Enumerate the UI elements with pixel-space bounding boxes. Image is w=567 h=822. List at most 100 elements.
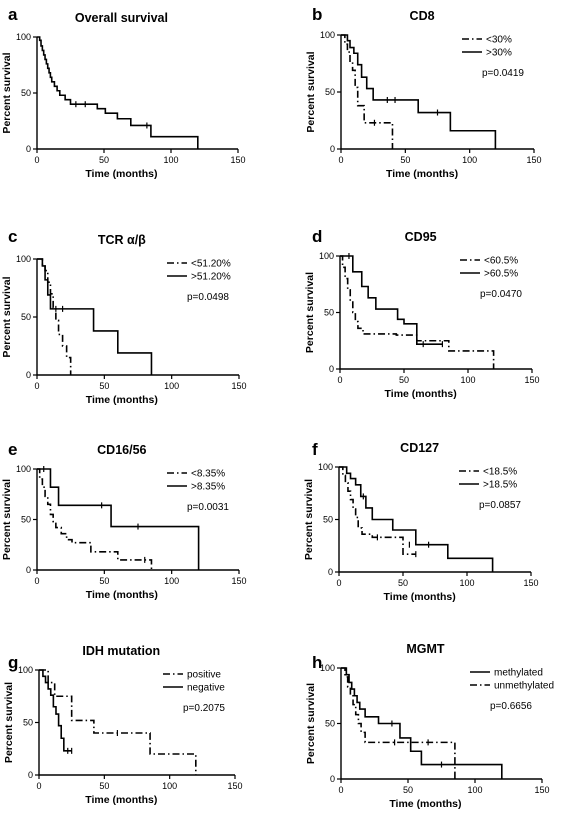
y-axis-label: Percent survival (304, 272, 316, 353)
p-value: p=0.0498 (187, 292, 229, 303)
x-tick-label: 150 (523, 578, 538, 588)
x-tick-label: 100 (164, 381, 179, 391)
x-axis-label: Time (months) (385, 388, 457, 400)
y-tick-label: 0 (330, 774, 335, 784)
x-tick-label: 0 (34, 576, 39, 586)
panel-letter: e (8, 440, 17, 459)
axes (36, 37, 238, 150)
x-tick-label: 150 (231, 576, 246, 586)
x-tick-label: 100 (162, 781, 177, 791)
x-tick-label: 0 (34, 381, 39, 391)
chart-title: TCR α/β (98, 233, 146, 247)
panel-letter: h (312, 653, 322, 672)
x-tick-label: 150 (534, 785, 549, 795)
legend-label: >60.5% (484, 269, 518, 280)
chart-title: Overall survival (75, 11, 168, 25)
survival-curve-1 (341, 667, 456, 779)
y-tick-label: 100 (18, 665, 33, 675)
legend-label: <8.35% (191, 469, 225, 480)
p-value: p=0.6656 (490, 701, 532, 712)
p-value: p=0.0419 (482, 68, 524, 79)
legend-label: >18.5% (483, 480, 517, 491)
chart-title: CD8 (410, 9, 435, 23)
chart-title: MGMT (406, 642, 445, 656)
survival-curve-1 (341, 34, 497, 149)
y-tick-label: 100 (16, 254, 31, 264)
x-tick-label: 100 (164, 576, 179, 586)
panel-letter: d (312, 227, 322, 246)
x-tick-label: 100 (467, 785, 482, 795)
y-tick-label: 100 (318, 462, 333, 472)
y-tick-label: 100 (320, 30, 335, 40)
y-axis-label: Percent survival (305, 51, 317, 132)
survival-curve-1 (37, 258, 153, 375)
x-tick-label: 0 (34, 155, 39, 165)
panel-h: h MGMT 0 50 100 150 0 50 100 Time (months) Percent… (305, 642, 554, 810)
p-value: p=0.2075 (183, 703, 225, 714)
panel-b: b CD8 0 50 100 150 0 50 100 Time (months) Percent … (305, 5, 542, 180)
panel-letter: b (312, 5, 322, 24)
x-tick-label: 100 (462, 155, 477, 165)
y-tick-label: 0 (26, 565, 31, 575)
y-tick-label: 0 (328, 567, 333, 577)
x-tick-label: 50 (99, 576, 109, 586)
x-axis-label: Time (months) (85, 794, 157, 806)
y-axis-label: Percent survival (1, 52, 13, 133)
survival-curve-1 (339, 466, 494, 572)
y-axis-label: Percent survival (305, 683, 317, 764)
survival-curve-1 (39, 669, 72, 752)
y-tick-label: 50 (23, 718, 33, 728)
legend-label: <60.5% (484, 256, 518, 267)
x-axis-label: Time (months) (389, 798, 461, 810)
survival-curve-1 (37, 468, 200, 570)
y-axis-label: Percent survival (1, 276, 13, 357)
x-tick-label: 150 (230, 155, 245, 165)
chart-title: CD95 (405, 230, 437, 244)
chart-title: CD127 (400, 441, 439, 455)
panel-c: c TCR α/β 0 50 100 150 0 50 100 Time (months) Perc… (1, 227, 247, 406)
survival-curve-0 (39, 669, 197, 775)
panel-letter: a (8, 5, 18, 24)
x-tick-label: 100 (460, 375, 475, 385)
y-axis-label: Percent survival (3, 682, 15, 763)
y-tick-label: 50 (21, 515, 31, 525)
x-tick-label: 50 (99, 381, 109, 391)
panel-letter: g (8, 653, 18, 672)
y-tick-label: 50 (323, 515, 333, 525)
y-axis-label: Percent survival (303, 479, 315, 560)
survival-curve-0 (37, 258, 72, 375)
x-tick-label: 50 (399, 375, 409, 385)
p-value: p=0.0031 (187, 502, 229, 513)
y-tick-label: 100 (16, 32, 31, 42)
y-tick-label: 0 (329, 364, 334, 374)
panel-letter: c (8, 227, 17, 246)
x-tick-label: 0 (337, 375, 342, 385)
survival-curve-0 (37, 36, 199, 149)
panel-e: e CD16/56 0 50 100 150 0 50 100 Time (months) Perc… (1, 440, 247, 601)
x-tick-label: 50 (398, 578, 408, 588)
y-tick-label: 0 (28, 770, 33, 780)
y-tick-label: 50 (324, 308, 334, 318)
panel-g: g IDH mutation 0 50 100 150 0 50 100 Time (months… (3, 644, 243, 806)
legend-label: <30% (486, 35, 512, 46)
panel-letter: f (312, 440, 318, 459)
legend-label: <51.20% (191, 259, 231, 270)
chart-title: CD16/56 (97, 443, 146, 457)
legend-label: negative (187, 683, 225, 694)
p-value: p=0.0857 (479, 500, 521, 511)
legend-label: methylated (494, 668, 543, 679)
y-tick-label: 100 (320, 663, 335, 673)
x-tick-label: 100 (459, 578, 474, 588)
y-tick-label: 50 (325, 719, 335, 729)
x-axis-label: Time (months) (386, 168, 458, 180)
x-tick-label: 0 (338, 785, 343, 795)
y-tick-label: 0 (26, 144, 31, 154)
panel-a: a Overall survival 0 50 100 150 0 50 100 Time (mo… (1, 5, 246, 180)
y-axis-label: Percent survival (1, 479, 13, 560)
legend-label: >30% (486, 48, 512, 59)
x-tick-label: 150 (524, 375, 539, 385)
y-tick-label: 50 (325, 87, 335, 97)
